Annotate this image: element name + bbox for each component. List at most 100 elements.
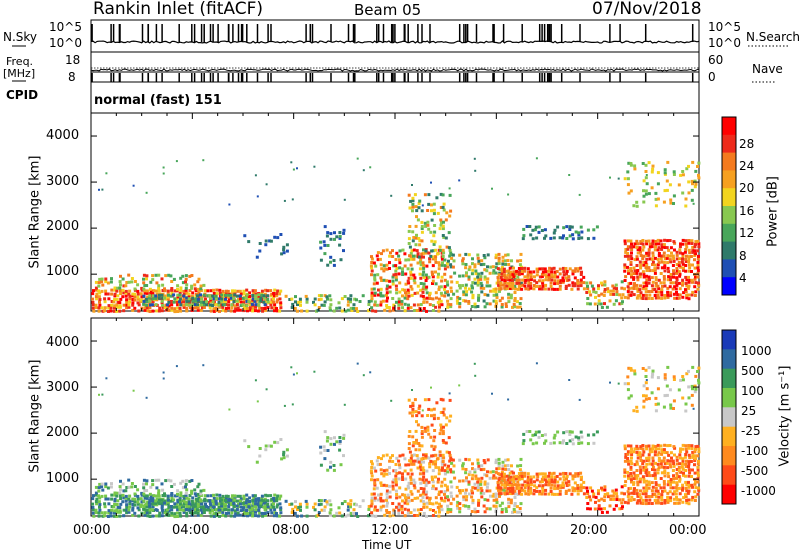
data-cell (633, 167, 637, 171)
colorbar-segment (722, 465, 736, 486)
cpid-value: normal (fast) 151 (94, 93, 222, 108)
data-cell (647, 281, 651, 285)
data-cell (492, 492, 496, 496)
data-cell (144, 502, 148, 506)
data-cell (666, 295, 670, 299)
data-cell (193, 508, 197, 512)
data-cell (408, 206, 412, 210)
data-cell (558, 472, 562, 476)
data-cell (519, 464, 523, 468)
data-cell (656, 197, 660, 201)
data-cell (654, 242, 658, 246)
data-cell (403, 507, 407, 511)
data-cell (175, 503, 179, 506)
data-cell (508, 284, 512, 288)
data-cell (627, 498, 631, 502)
data-cell (687, 485, 691, 489)
data-cell (118, 289, 122, 293)
data-cell (479, 486, 483, 490)
data-cell (509, 293, 513, 297)
data-cell (496, 486, 500, 490)
data-cell (385, 509, 389, 512)
data-cell (116, 505, 120, 509)
data-cell (125, 511, 129, 515)
data-cell (535, 267, 539, 271)
data-cell (188, 511, 192, 515)
data-cell (294, 300, 297, 304)
data-cell (262, 296, 266, 300)
data-cell (665, 384, 669, 388)
data-cell (464, 266, 468, 270)
data-cell (684, 257, 688, 261)
data-cell (319, 463, 323, 467)
data-cell (370, 261, 374, 264)
data-cell (370, 306, 374, 310)
data-cell (645, 479, 648, 483)
vel-cb-m1000: -1000 (741, 484, 776, 498)
data-cell (416, 303, 420, 307)
data-cell (412, 478, 416, 482)
data-cell (683, 455, 687, 459)
data-cell (143, 291, 147, 295)
xtick-2: 08:00 (272, 523, 310, 538)
data-cell (131, 292, 135, 296)
data-cell (273, 303, 277, 307)
data-cell (564, 472, 568, 475)
data-cell (691, 468, 694, 472)
data-cell (352, 303, 356, 307)
data-cell (626, 254, 630, 258)
data-cell (691, 290, 695, 294)
data-cell (677, 270, 681, 274)
data-cell (681, 252, 685, 256)
data-cell (540, 275, 544, 279)
data-cell (653, 472, 657, 476)
data-cell (660, 501, 664, 505)
data-cell (422, 512, 426, 515)
data-cell (247, 240, 251, 244)
data-cell (679, 265, 683, 269)
data-cell (520, 475, 524, 478)
data-cell (437, 267, 441, 271)
data-cell (495, 467, 499, 471)
data-cell (506, 458, 510, 462)
data-cell (669, 198, 673, 202)
data-cell (586, 502, 590, 505)
data-cell (136, 500, 140, 504)
data-cell (181, 486, 185, 490)
data-cell (181, 281, 185, 285)
data-cell (515, 505, 519, 509)
data-cell (429, 459, 433, 463)
data-cell (442, 235, 446, 239)
data-cell (438, 227, 442, 231)
data-cell (660, 247, 664, 251)
data-cell (170, 291, 174, 295)
data-cell (312, 300, 315, 304)
data-cell (681, 191, 685, 195)
data-cell (626, 183, 630, 187)
data-cell (270, 306, 274, 310)
data-cell (414, 448, 418, 452)
data-cell (293, 511, 297, 515)
data-cell (585, 496, 589, 499)
data-cell (212, 508, 216, 512)
data-cell (371, 514, 375, 518)
data-cell (656, 499, 660, 502)
data-cell (266, 289, 270, 293)
data-cell (163, 494, 167, 498)
data-cell (124, 284, 128, 288)
data-cell (519, 297, 523, 301)
data-cell (418, 272, 422, 276)
data-cell (209, 298, 213, 302)
data-cell (645, 474, 649, 477)
data-cell (227, 500, 230, 504)
data-cell (437, 472, 441, 476)
data-cell (675, 458, 679, 462)
data-cell (342, 228, 346, 232)
data-cell (588, 495, 592, 499)
data-cell (586, 442, 590, 446)
data-cell (104, 482, 108, 486)
data-cell (127, 485, 131, 489)
data-cell (380, 252, 383, 256)
data-cell (328, 499, 332, 503)
data-cell (503, 276, 507, 279)
